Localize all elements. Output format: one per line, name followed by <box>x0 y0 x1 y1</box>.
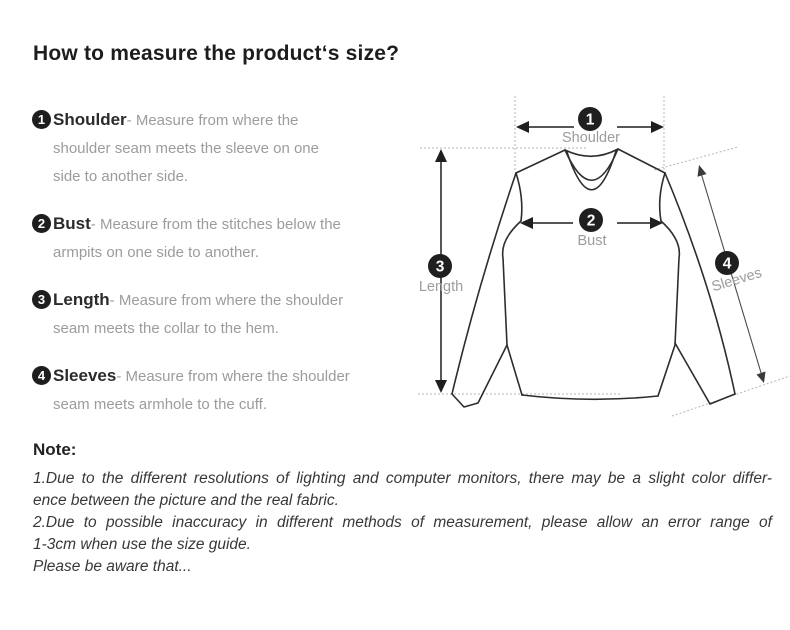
note-text: 1.Due to the different resolutions of li… <box>33 468 772 578</box>
note-line: ence between the picture and the real fa… <box>33 492 339 509</box>
svg-text:3: 3 <box>436 259 445 276</box>
note-line: 2.Due to possible inaccuracy in differen… <box>33 514 772 531</box>
instruction-text: shoulder seam meets the sleeve on one <box>53 140 319 157</box>
svg-text:Bust: Bust <box>577 233 606 249</box>
instruction-label: Length <box>53 290 110 309</box>
measurement-instructions: 1 Shoulder- Measure from where the shoul… <box>32 106 405 419</box>
instruction-label: Bust <box>53 214 91 233</box>
instruction-label: Shoulder <box>53 110 127 129</box>
sweater-outline <box>451 148 736 408</box>
note-heading: Note: <box>33 440 77 459</box>
step-3-badge-icon: 3 <box>32 290 51 309</box>
instruction-length: 3 Length- Measure from where the shoulde… <box>32 286 405 343</box>
sweater-measurement-diagram: 1 Shoulder 2 Bust 3 Length 4 Sleeves <box>418 96 790 417</box>
svg-text:1: 1 <box>586 112 595 129</box>
marker-4-sleeves: 4 Sleeves <box>710 251 764 295</box>
marker-1-shoulder: 1 Shoulder <box>562 107 620 146</box>
shoulder-arrow <box>516 121 664 133</box>
instruction-text: armpits on one side to another. <box>53 244 259 261</box>
note-line: 1.Due to the different resolutions of li… <box>33 470 772 487</box>
marker-2-bust: 2 Bust <box>577 208 607 249</box>
instruction-sleeves: 4 Sleeves- Measure from where the should… <box>32 362 405 419</box>
bust-arrow <box>520 217 663 229</box>
instruction-text: - Measure from where the shoulder <box>109 292 344 309</box>
svg-text:Length: Length <box>419 279 463 295</box>
instruction-text: - Measure from where the <box>126 112 299 129</box>
instruction-text: seam meets armhole to the cuff. <box>53 396 267 413</box>
svg-text:2: 2 <box>587 213 596 230</box>
instruction-text: side to another side. <box>53 168 189 185</box>
page-title: How to measure the product‘s size? <box>33 42 400 65</box>
note-line: 1-3cm when use the size guide. <box>33 536 251 553</box>
step-4-badge-icon: 4 <box>32 366 51 385</box>
instruction-bust: 2 Bust- Measure from the stitches below … <box>32 210 405 267</box>
dotted-guide-lines <box>418 96 790 417</box>
instruction-text: - Measure from the stitches below the <box>90 216 341 233</box>
instruction-shoulder: 1 Shoulder- Measure from where the shoul… <box>32 106 405 191</box>
instruction-text: - Measure from where the shoulder <box>116 368 350 385</box>
step-2-badge-icon: 2 <box>32 214 51 233</box>
svg-text:Shoulder: Shoulder <box>562 130 620 146</box>
svg-text:4: 4 <box>723 256 732 273</box>
note-line: Please be aware that... <box>33 558 192 575</box>
instruction-text: seam meets the collar to the hem. <box>53 320 279 337</box>
marker-3-length: 3 Length <box>419 254 463 295</box>
sleeves-arrow <box>697 165 766 383</box>
step-1-badge-icon: 1 <box>32 110 51 129</box>
instruction-label: Sleeves <box>53 366 117 385</box>
